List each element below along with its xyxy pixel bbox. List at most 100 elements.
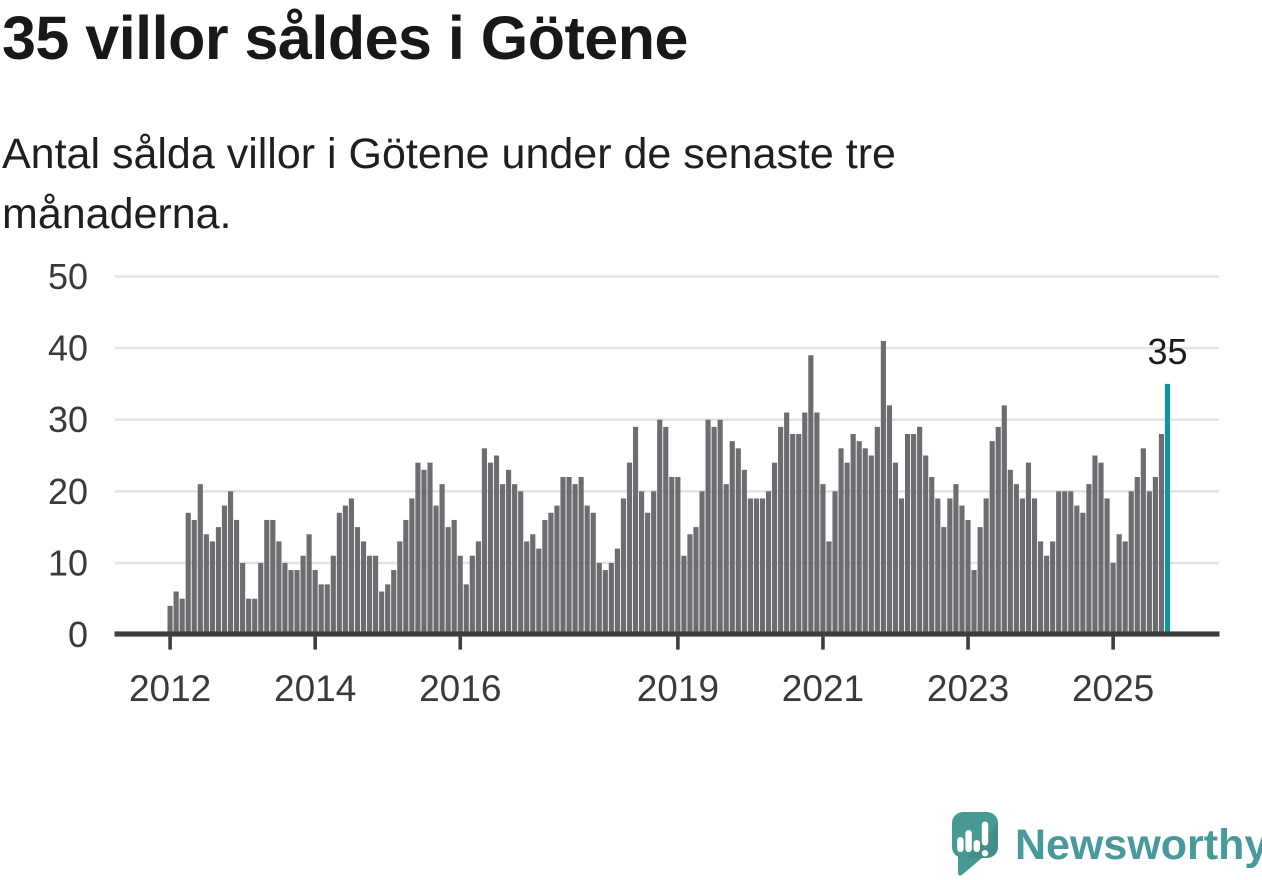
bar — [451, 519, 457, 637]
bar — [820, 484, 826, 637]
bar — [439, 484, 445, 637]
bar — [518, 491, 524, 637]
bar — [796, 434, 802, 637]
bar — [252, 598, 258, 637]
bar — [723, 484, 729, 637]
bar — [524, 541, 530, 637]
x-axis-tick — [676, 636, 680, 650]
bar — [663, 426, 669, 637]
bar — [336, 512, 342, 637]
bar — [1128, 491, 1134, 637]
bar — [1074, 505, 1080, 637]
bar — [433, 505, 439, 637]
bar — [965, 519, 971, 637]
bar — [989, 441, 995, 637]
bar — [1031, 498, 1038, 637]
x-axis-label: 2025 — [1072, 668, 1154, 709]
bar — [481, 448, 487, 637]
bar — [366, 555, 373, 637]
bar — [614, 548, 620, 637]
bar — [1110, 562, 1116, 637]
bar — [240, 562, 246, 637]
bar — [215, 527, 222, 637]
bar — [923, 455, 929, 637]
bar — [1025, 462, 1032, 637]
bar — [651, 491, 657, 637]
bar — [1044, 555, 1050, 637]
bar — [306, 534, 312, 637]
bar — [632, 426, 639, 637]
bar — [1050, 541, 1056, 637]
bar — [947, 498, 953, 637]
bar — [1146, 491, 1152, 637]
bar — [282, 562, 288, 637]
bar — [669, 476, 675, 637]
bar — [1104, 498, 1110, 637]
bar — [391, 570, 397, 637]
bar — [342, 505, 348, 637]
bar — [403, 519, 409, 637]
bar — [759, 498, 766, 637]
bar — [747, 498, 753, 637]
bar — [1037, 541, 1044, 637]
bar — [729, 441, 735, 637]
x-axis-tick — [458, 636, 463, 650]
bar — [898, 498, 905, 637]
bar — [360, 541, 367, 637]
bar — [415, 462, 421, 637]
bar — [886, 405, 893, 637]
bar — [1140, 448, 1146, 637]
bar — [626, 462, 633, 637]
bar — [832, 491, 838, 637]
bar — [1122, 541, 1128, 637]
bar — [385, 584, 391, 637]
bar — [318, 584, 324, 637]
bar — [844, 462, 850, 637]
bar — [1134, 476, 1140, 637]
x-axis-label: 2016 — [419, 668, 501, 709]
newsworthy-wordmark: Newsworthy — [1015, 820, 1262, 869]
bar — [324, 584, 330, 637]
bar — [735, 448, 741, 637]
bar — [657, 419, 663, 637]
bar — [639, 491, 645, 637]
bar — [917, 426, 923, 637]
bar — [566, 476, 572, 637]
bar — [300, 555, 306, 637]
bar — [548, 512, 554, 637]
bar — [499, 484, 506, 637]
bar — [463, 584, 469, 637]
bar — [288, 570, 294, 637]
bar — [862, 448, 868, 637]
bar-chart-exclamation-glyph — [957, 821, 989, 857]
bar — [209, 541, 215, 637]
x-axis-label: 2023 — [927, 668, 1009, 709]
x-axis-tick — [966, 636, 970, 650]
bar — [911, 434, 917, 637]
bar — [590, 512, 596, 637]
bar — [348, 498, 354, 637]
bar — [699, 491, 705, 637]
x-axis-label: 2014 — [274, 668, 356, 709]
bar — [802, 412, 808, 637]
bar — [868, 455, 874, 637]
bar — [814, 412, 820, 637]
bar — [929, 476, 935, 637]
bar — [717, 419, 723, 637]
bar — [469, 555, 475, 637]
chart-subtitle: Antal sålda villor i Götene under de sen… — [2, 130, 896, 238]
bar — [379, 591, 385, 637]
x-axis-tick — [821, 636, 825, 650]
bar — [457, 555, 463, 637]
bar — [506, 469, 512, 637]
y-axis-label: 30 — [48, 399, 88, 440]
bar — [512, 484, 518, 637]
bar — [427, 462, 433, 637]
bar — [354, 527, 361, 637]
bar — [1013, 484, 1019, 637]
bar — [935, 498, 941, 637]
bar — [645, 512, 651, 637]
x-axis-label: 2012 — [129, 668, 211, 709]
bar — [584, 505, 590, 637]
